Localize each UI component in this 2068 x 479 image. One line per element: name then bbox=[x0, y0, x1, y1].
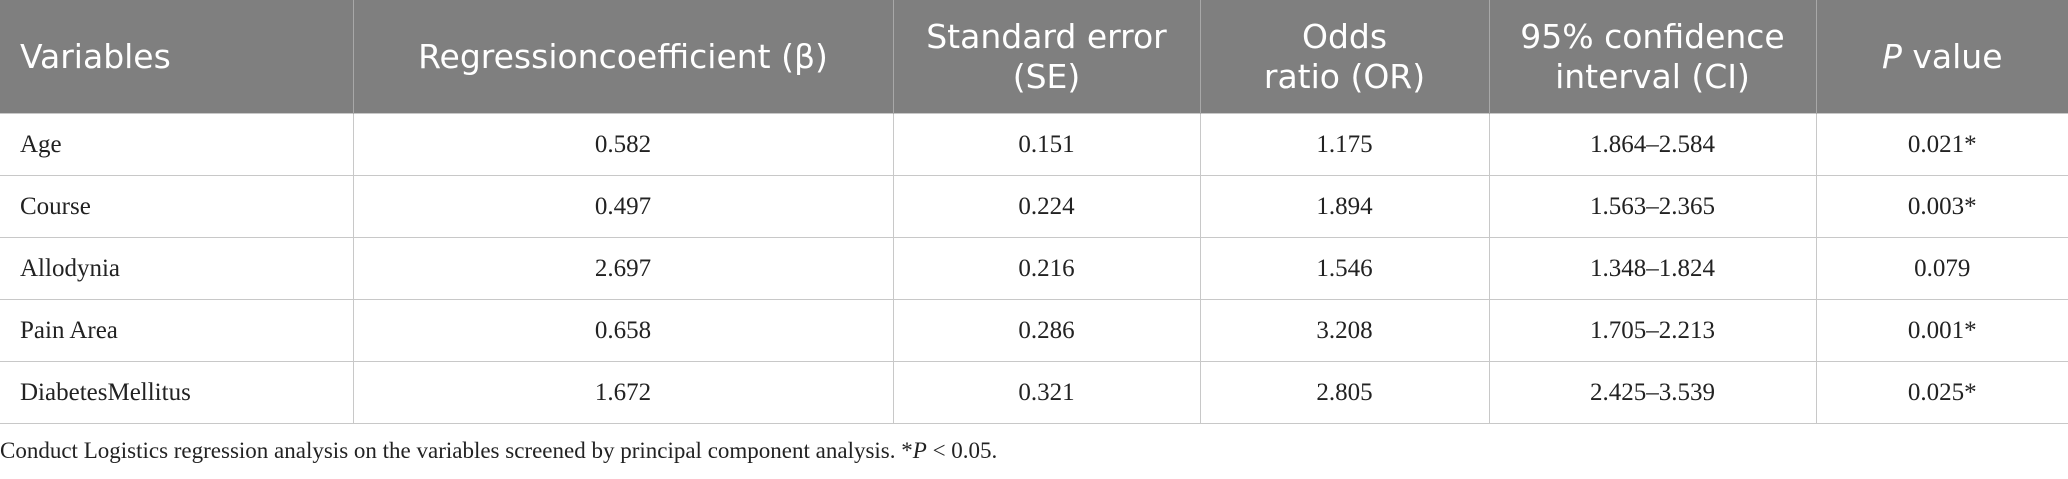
header-cell: 95% confidence interval (CI) bbox=[1488, 0, 1816, 114]
table-row: Age 0.582 0.151 1.175 1.864–2.584 0.021* bbox=[0, 113, 2068, 176]
table-cell: 0.025* bbox=[1815, 361, 2068, 424]
table-cell: 0.497 bbox=[352, 175, 894, 238]
header-cell: Odds ratio (OR) bbox=[1199, 0, 1489, 114]
table-cell: Age bbox=[0, 113, 354, 176]
table-row: Course 0.497 0.224 1.894 1.563–2.365 0.003* bbox=[0, 175, 2068, 238]
footnote: Conduct Logistics regression analysis on… bbox=[0, 438, 2068, 464]
table-cell: 0.021* bbox=[1815, 113, 2068, 176]
table-cell: 0.216 bbox=[892, 237, 1201, 300]
header-cell: Standard error (SE) bbox=[892, 0, 1200, 114]
header-cell: Variables bbox=[0, 0, 353, 114]
table-body: Age 0.582 0.151 1.175 1.864–2.584 0.021* Cours… bbox=[0, 113, 2068, 424]
table-cell: 0.224 bbox=[892, 175, 1201, 238]
table-row: Allodynia 2.697 0.216 1.546 1.348–1.824 0.079 bbox=[0, 237, 2068, 300]
table-cell: 0.582 bbox=[352, 113, 894, 176]
table-cell: 2.805 bbox=[1199, 361, 1490, 424]
table-cell: 1.672 bbox=[352, 361, 894, 424]
footnote-text: < 0.05. bbox=[926, 438, 998, 463]
table-cell: 1.894 bbox=[1199, 175, 1490, 238]
table-cell: 1.175 bbox=[1199, 113, 1490, 176]
header-text: value bbox=[1912, 36, 2003, 76]
header-cell: Regressioncoefficient (β) bbox=[352, 0, 893, 114]
table-cell: 0.003* bbox=[1815, 175, 2068, 238]
header-italic: P bbox=[1881, 36, 1902, 76]
header-cell: P value bbox=[1815, 0, 2068, 114]
table-cell: 1.348–1.824 bbox=[1488, 237, 1817, 300]
table-cell: 0.151 bbox=[892, 113, 1201, 176]
table-cell: Pain Area bbox=[0, 299, 354, 362]
regression-table: Variables Regressioncoefficient (β) Stan… bbox=[0, 0, 2068, 424]
table-cell: 0.658 bbox=[352, 299, 894, 362]
table-cell: 3.208 bbox=[1199, 299, 1490, 362]
table-cell: 0.321 bbox=[892, 361, 1201, 424]
table-cell: DiabetesMellitus bbox=[0, 361, 354, 424]
table-cell: 2.425–3.539 bbox=[1488, 361, 1817, 424]
table-cell: Course bbox=[0, 175, 354, 238]
table-cell: 1.546 bbox=[1199, 237, 1490, 300]
table-cell: 2.697 bbox=[352, 237, 894, 300]
header-row: Variables Regressioncoefficient (β) Stan… bbox=[0, 0, 2068, 114]
table-cell: 1.705–2.213 bbox=[1488, 299, 1817, 362]
footnote-italic: P bbox=[912, 438, 927, 463]
table-cell: 1.864–2.584 bbox=[1488, 113, 1817, 176]
table-cell: Allodynia bbox=[0, 237, 354, 300]
table-cell: 0.001* bbox=[1815, 299, 2068, 362]
table-row: DiabetesMellitus 1.672 0.321 2.805 2.425–3.5… bbox=[0, 361, 2068, 424]
table-cell: 0.079 bbox=[1815, 237, 2068, 300]
table-row: Pain Area 0.658 0.286 3.208 1.705–2.213 0.001… bbox=[0, 299, 2068, 362]
footnote-text: Conduct Logistics regression analysis on… bbox=[0, 438, 913, 463]
table-cell: 0.286 bbox=[892, 299, 1201, 362]
table-cell: 1.563–2.365 bbox=[1488, 175, 1817, 238]
table-header: Variables Regressioncoefficient (β) Stan… bbox=[0, 0, 2068, 114]
